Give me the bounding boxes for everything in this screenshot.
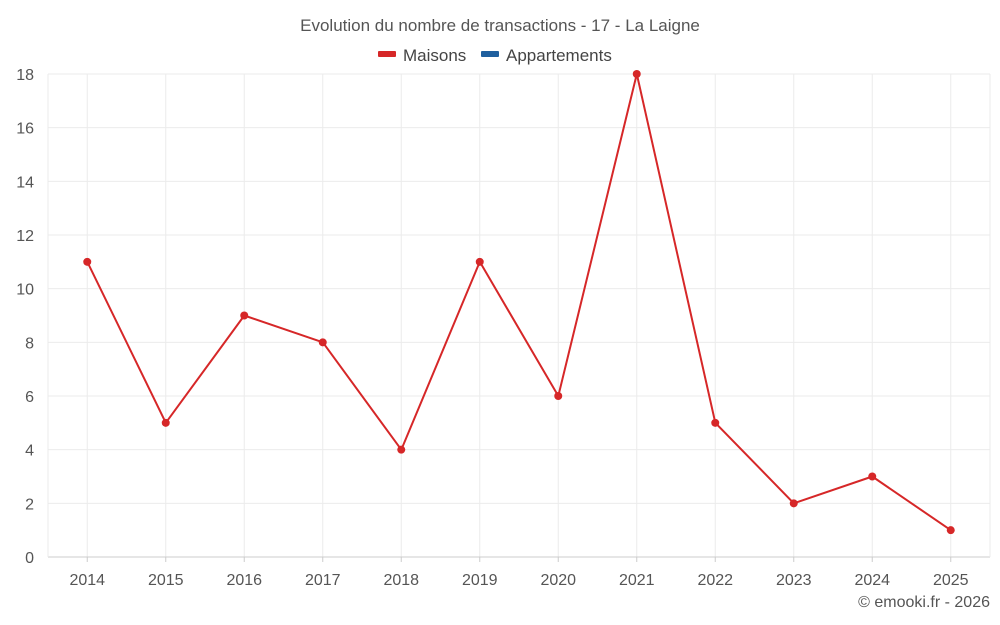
series-line-maisons (86, 73, 952, 532)
y-tick-label: 18 (16, 67, 34, 84)
data-point-maisons-2016[interactable] (240, 311, 249, 320)
y-tick-label: 4 (25, 443, 34, 460)
series (83, 70, 955, 535)
x-tick-label: 2020 (540, 572, 576, 589)
y-tick-label: 8 (25, 335, 34, 352)
credit-text: © emooki.fr - 2026 (858, 594, 990, 611)
data-point-maisons-2024[interactable] (868, 472, 877, 481)
y-tick-label: 14 (16, 174, 34, 191)
legend-item-maisons[interactable]: Maisons (378, 46, 466, 65)
x-tick-label: 2016 (226, 572, 262, 589)
data-point-maisons-2023[interactable] (789, 499, 798, 508)
legend-swatch-appartements (481, 51, 499, 57)
x-tick-label: 2024 (854, 572, 890, 589)
data-point-maisons-2017[interactable] (318, 338, 327, 347)
legend-label-appartements: Appartements (506, 46, 612, 65)
x-tick-label: 2018 (383, 572, 419, 589)
x-tick-label: 2015 (148, 572, 184, 589)
legend-item-appartements[interactable]: Appartements (481, 46, 612, 65)
legend-swatch-maisons (378, 51, 396, 57)
x-tick-label: 2014 (69, 572, 105, 589)
x-tick-label: 2025 (933, 572, 969, 589)
y-tick-label: 10 (16, 282, 34, 299)
data-point-maisons-2021[interactable] (632, 70, 641, 78)
x-tick-label: 2021 (619, 572, 655, 589)
y-tick-label: 6 (25, 389, 34, 406)
chart-title: Evolution du nombre de transactions - 17… (300, 16, 700, 35)
x-tick-label: 2017 (305, 572, 341, 589)
data-point-maisons-2022[interactable] (711, 418, 720, 427)
data-point-maisons-2015[interactable] (161, 418, 170, 427)
axes: 0 2 4 6 8 10 12 14 16 18 2014 2015 2016 2017 2018 2019 2… (16, 67, 991, 589)
legend-label-maisons: Maisons (403, 46, 466, 65)
data-point-maisons-2018[interactable] (397, 445, 406, 454)
data-point-maisons-2019[interactable] (475, 257, 484, 266)
x-tick-label: 2022 (697, 572, 733, 589)
x-tick-label: 2019 (462, 572, 498, 589)
y-tick-label: 16 (16, 121, 34, 138)
y-tick-label: 0 (25, 550, 34, 567)
y-tick-label: 2 (25, 496, 34, 513)
gridlines (48, 73, 990, 557)
legend: Maisons Appartements (378, 46, 612, 65)
y-tick-label: 12 (16, 228, 34, 245)
data-point-maisons-2025[interactable] (946, 526, 955, 535)
x-tick-label: 2023 (776, 572, 812, 589)
data-point-maisons-2020[interactable] (554, 392, 563, 400)
data-point-maisons-2014[interactable] (83, 257, 92, 266)
